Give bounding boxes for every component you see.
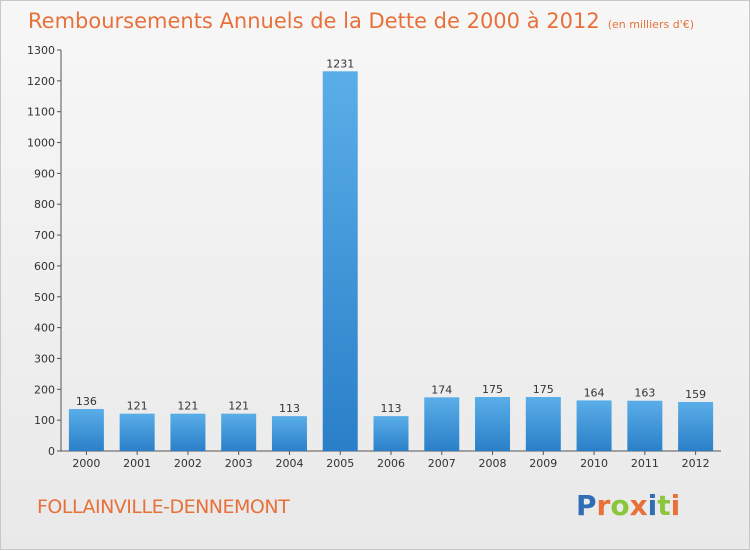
- data-label-2006: 113: [381, 402, 402, 415]
- x-tick-label-2009: 2009: [529, 457, 557, 470]
- bar-2004: [271, 416, 307, 451]
- chart-title: Remboursements Annuels de la Dette de 20…: [28, 9, 694, 33]
- x-tick-label-2007: 2007: [428, 457, 456, 470]
- logo-letter: o: [610, 489, 630, 522]
- x-tick-label-2005: 2005: [326, 457, 354, 470]
- y-tick-label: 800: [34, 198, 55, 211]
- logo-letter: r: [596, 489, 611, 522]
- y-tick-label: 100: [34, 414, 55, 427]
- bar-2003: [221, 413, 257, 451]
- bar-2009: [525, 397, 561, 451]
- data-label-2001: 121: [127, 400, 148, 413]
- y-tick-label: 0: [48, 445, 55, 458]
- y-tick-label: 500: [34, 291, 55, 304]
- x-tick-label-2008: 2008: [479, 457, 507, 470]
- data-label-2002: 121: [177, 400, 198, 413]
- logo-letter: t: [657, 489, 671, 522]
- y-tick-label: 700: [34, 229, 55, 242]
- data-label-2000: 136: [76, 395, 97, 408]
- bar-2001: [119, 413, 155, 451]
- proxiti-logo[interactable]: Proxiti: [576, 489, 680, 522]
- data-label-2010: 164: [584, 386, 605, 399]
- data-label-2004: 113: [279, 402, 300, 415]
- x-tick-label-2006: 2006: [377, 457, 405, 470]
- bar-2006: [373, 416, 409, 451]
- bar-2007: [424, 397, 460, 451]
- y-tick-label: 1300: [27, 44, 55, 57]
- x-tick-label-2012: 2012: [682, 457, 710, 470]
- x-tick-label-2004: 2004: [275, 457, 303, 470]
- x-tick-label-2011: 2011: [631, 457, 659, 470]
- y-tick-label: 1200: [27, 75, 55, 88]
- logo-letter: P: [576, 489, 597, 522]
- bar-2008: [475, 397, 511, 451]
- logo-letter: i: [670, 489, 681, 522]
- data-label-2012: 159: [685, 388, 706, 401]
- x-tick-label-2002: 2002: [174, 457, 202, 470]
- data-label-2011: 163: [634, 387, 655, 400]
- y-tick-label: 600: [34, 260, 55, 273]
- x-tick-label-2001: 2001: [123, 457, 151, 470]
- bar-2010: [576, 400, 612, 451]
- y-tick-label: 300: [34, 352, 55, 365]
- data-label-2005: 1231: [326, 57, 354, 70]
- logo-letter: x: [629, 489, 648, 522]
- bar-2012: [678, 401, 714, 451]
- x-tick-label-2000: 2000: [72, 457, 100, 470]
- x-tick-label-2003: 2003: [225, 457, 253, 470]
- x-tick-label-2010: 2010: [580, 457, 608, 470]
- bar-2000: [68, 409, 104, 451]
- commune-name: FOLLAINVILLE-DENNEMONT: [37, 496, 290, 518]
- y-tick-label: 1000: [27, 137, 55, 150]
- data-label-2007: 174: [431, 383, 452, 396]
- chart-unit: (en milliers d'€): [607, 18, 694, 31]
- y-tick-label: 200: [34, 383, 55, 396]
- bar-2005: [322, 71, 358, 451]
- data-label-2009: 175: [533, 383, 554, 396]
- bar-2002: [170, 413, 206, 451]
- data-label-2003: 121: [228, 400, 249, 413]
- y-tick-label: 900: [34, 167, 55, 180]
- bar-2011: [627, 400, 663, 451]
- logo-letter: i: [647, 489, 658, 522]
- data-label-2008: 175: [482, 383, 503, 396]
- y-tick-label: 400: [34, 322, 55, 335]
- y-tick-label: 1100: [27, 106, 55, 119]
